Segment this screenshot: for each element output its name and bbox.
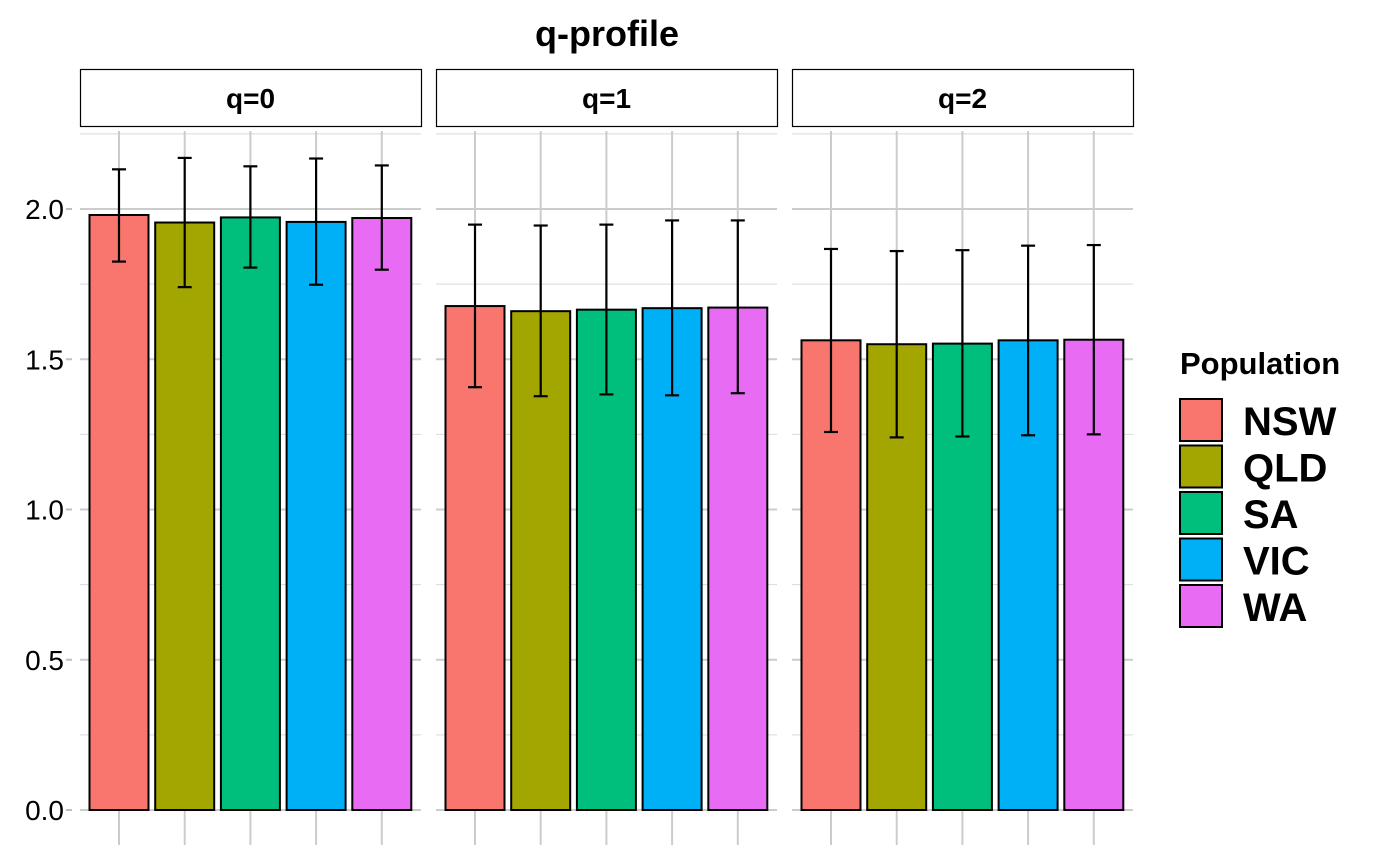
legend-label: QLD [1243,447,1327,491]
legend-item: SA [1179,491,1299,537]
error-bar [243,165,258,269]
y-tick-label: 1.5 [25,344,64,375]
error-bar [824,247,838,434]
bar [154,221,216,811]
facet-panels: q=0 q=1 q=2 [79,68,1135,845]
facet-strip: q=0 [79,68,423,128]
y-tick-label: 0.0 [25,795,64,826]
chart-title: q-profile [535,13,679,54]
y-axis: 0.0 0.5 1.0 1.5 2.0 [25,194,72,826]
error-bar [177,156,192,289]
bar [285,220,347,811]
error-bar [309,157,324,286]
error-bar [533,224,548,398]
facet-strip-box [79,68,423,128]
error-bar [599,223,614,396]
bar [88,214,150,811]
bar [351,217,413,811]
facet-strip-box [435,68,779,128]
error-bar [1086,243,1101,436]
legend-swatch [1179,584,1223,628]
legend-label: SA [1243,493,1299,537]
facet-strip-label: q=1 [582,83,631,114]
error-bar [374,164,389,271]
legend-title: Population [1180,346,1340,381]
legend-item: WA [1179,584,1307,630]
facet-strip-label: q=2 [938,83,987,114]
facet-strip-box [791,68,1135,128]
facet-panel: q=0 [79,68,423,845]
error-bar [468,223,482,389]
error-bar [112,168,126,263]
legend-swatch [1179,537,1223,582]
bar [444,305,506,811]
legend-label: WA [1243,586,1307,630]
legend-swatch [1179,398,1223,442]
error-bar [955,249,970,438]
facet-strip: q=2 [791,68,1135,128]
facet-panel: q=1 [435,68,779,845]
legend-item: VIC [1179,537,1310,584]
bar [219,216,281,811]
y-tick-label: 0.5 [25,645,64,676]
error-bar [665,219,680,397]
error-bar [730,219,745,395]
legend-item: QLD [1179,444,1327,491]
error-bar [1021,244,1036,437]
legend-swatch [1179,444,1223,489]
facet-strip: q=1 [435,68,779,128]
legend-item: NSW [1179,398,1337,444]
legend-label: NSW [1243,400,1337,444]
y-tick-label: 1.0 [25,495,64,526]
facet-strip-label: q=0 [226,83,275,114]
legend-label: VIC [1243,540,1310,584]
facet-panel: q=2 [791,68,1135,845]
legend-swatch [1179,491,1223,535]
error-bar [889,249,904,439]
y-tick-label: 2.0 [25,194,64,225]
